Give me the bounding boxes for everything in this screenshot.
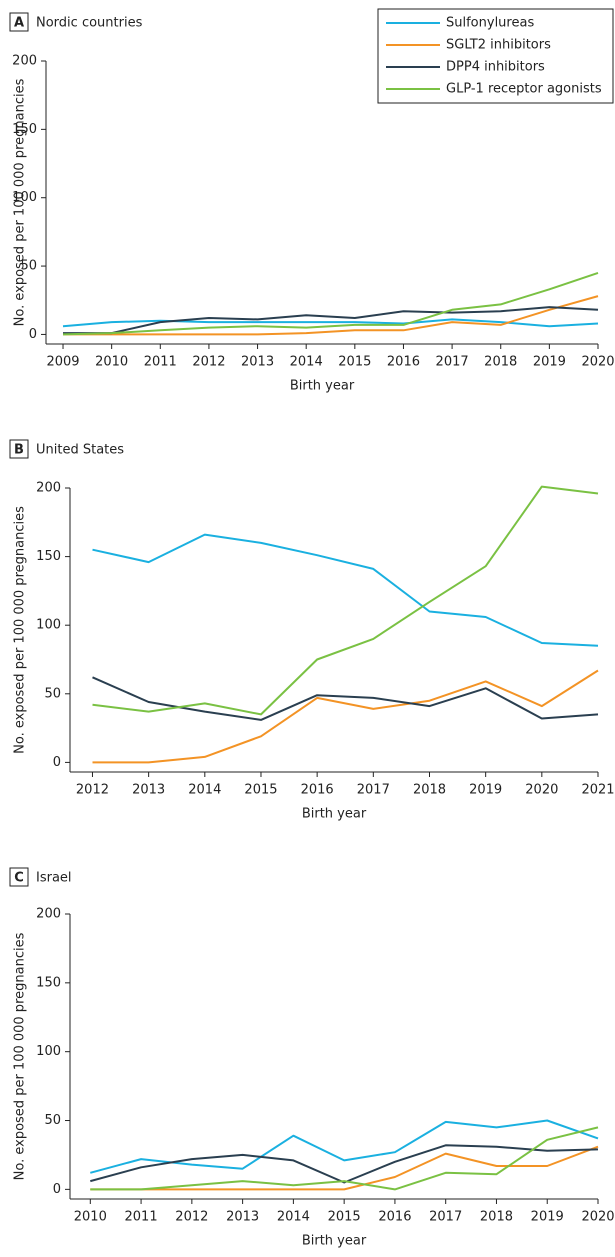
y-tick-label: 150 bbox=[36, 975, 61, 990]
x-tick-label: 2016 bbox=[378, 1210, 411, 1225]
x-axis-title: Birth year bbox=[290, 379, 355, 394]
x-tick-label: 2018 bbox=[480, 1210, 513, 1225]
y-tick-label: 150 bbox=[36, 549, 61, 564]
legend-label: GLP-1 receptor agonists bbox=[446, 82, 602, 97]
x-tick-label: 2017 bbox=[436, 355, 469, 370]
y-tick-label: 0 bbox=[53, 755, 61, 770]
x-tick-label: 2012 bbox=[76, 783, 109, 798]
series-line bbox=[90, 1145, 599, 1191]
x-tick-label: 2013 bbox=[226, 1210, 259, 1225]
series-line bbox=[92, 676, 599, 721]
panel-label-box bbox=[9, 12, 29, 32]
series-line bbox=[63, 306, 599, 335]
panel-label: A bbox=[14, 16, 24, 31]
y-tick-label: 100 bbox=[36, 1044, 61, 1059]
x-tick-label: 2016 bbox=[387, 355, 420, 370]
x-tick-label: 2013 bbox=[241, 355, 274, 370]
y-tick-label: 0 bbox=[29, 327, 37, 342]
series-line bbox=[92, 485, 599, 716]
x-tick-label: 2014 bbox=[188, 783, 221, 798]
series-line bbox=[92, 669, 599, 764]
x-tick-label: 2020 bbox=[525, 783, 558, 798]
x-axis-title: Birth year bbox=[302, 807, 367, 822]
y-tick-label: 50 bbox=[44, 1113, 61, 1128]
x-tick-label: 2010 bbox=[74, 1210, 107, 1225]
x-tick-label: 2019 bbox=[533, 355, 566, 370]
legend-label: Sulfonylureas bbox=[446, 16, 534, 31]
x-tick-label: 2017 bbox=[429, 1210, 462, 1225]
y-tick-label: 50 bbox=[44, 686, 61, 701]
x-tick-label: 2009 bbox=[46, 355, 79, 370]
legend-label: SGLT2 inhibitors bbox=[446, 38, 551, 53]
x-tick-label: 2018 bbox=[413, 783, 446, 798]
x-tick-label: 2011 bbox=[144, 355, 177, 370]
panel-title: Israel bbox=[36, 871, 72, 886]
panel-label: C bbox=[14, 871, 24, 886]
x-tick-label: 2010 bbox=[95, 355, 128, 370]
series-line bbox=[90, 1126, 599, 1191]
x-tick-label: 2019 bbox=[469, 783, 502, 798]
legend-label: DPP4 inhibitors bbox=[446, 60, 545, 75]
series-line bbox=[90, 1119, 599, 1174]
x-tick-label: 2020 bbox=[581, 355, 614, 370]
x-tick-label: 2011 bbox=[125, 1210, 158, 1225]
series-line bbox=[62, 271, 599, 336]
y-tick-label: 150 bbox=[12, 122, 37, 137]
y-tick-label: 0 bbox=[53, 1182, 61, 1197]
x-tick-label: 2012 bbox=[175, 1210, 208, 1225]
y-tick-label: 100 bbox=[12, 190, 37, 205]
legend-box bbox=[377, 8, 614, 104]
y-tick-label: 200 bbox=[12, 54, 37, 69]
y-axis-title: No. exposed per 100 000 pregnancies bbox=[13, 932, 28, 1180]
y-tick-label: 50 bbox=[20, 259, 37, 274]
y-axis-title: No. exposed per 100 000 pregnancies bbox=[13, 506, 28, 754]
y-tick-label: 100 bbox=[36, 618, 61, 633]
x-tick-label: 2015 bbox=[328, 1210, 361, 1225]
x-tick-label: 2015 bbox=[244, 783, 277, 798]
x-tick-label: 2014 bbox=[277, 1210, 310, 1225]
series-line bbox=[90, 1144, 599, 1184]
panel-label-box bbox=[9, 867, 29, 887]
x-tick-label: 2013 bbox=[132, 783, 165, 798]
panel-label-box bbox=[9, 439, 29, 459]
y-tick-label: 200 bbox=[36, 481, 61, 496]
x-tick-label: 2012 bbox=[192, 355, 225, 370]
x-tick-label: 2018 bbox=[484, 355, 517, 370]
y-axis-title: No. exposed per 100 000 pregnancies bbox=[13, 78, 28, 326]
x-tick-label: 2017 bbox=[357, 783, 390, 798]
x-tick-label: 2015 bbox=[338, 355, 371, 370]
x-tick-label: 2014 bbox=[290, 355, 323, 370]
x-tick-label: 2020 bbox=[581, 1210, 614, 1225]
x-tick-label: 2021 bbox=[581, 783, 614, 798]
series-line bbox=[63, 295, 599, 336]
y-tick-label: 200 bbox=[36, 907, 61, 922]
x-tick-label: 2019 bbox=[531, 1210, 564, 1225]
panel-title: United States bbox=[36, 443, 124, 458]
panel-label: B bbox=[14, 443, 24, 458]
x-axis-title: Birth year bbox=[302, 1234, 367, 1249]
panel-title: Nordic countries bbox=[36, 16, 143, 31]
x-tick-label: 2016 bbox=[301, 783, 334, 798]
series-line bbox=[92, 533, 599, 647]
